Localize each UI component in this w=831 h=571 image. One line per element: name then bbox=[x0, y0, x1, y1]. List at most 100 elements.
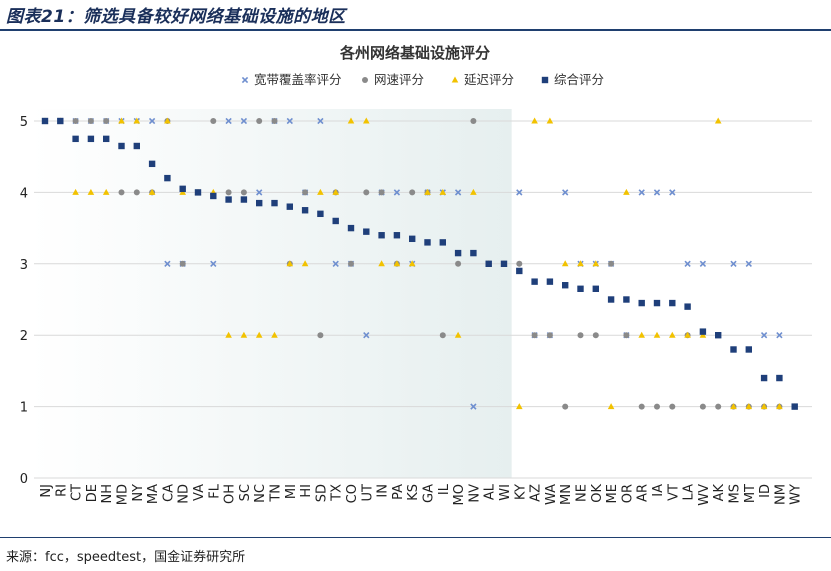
latency-point bbox=[118, 117, 125, 124]
y-tick-label: 1 bbox=[20, 401, 28, 416]
overall-point bbox=[363, 228, 370, 235]
latency-point bbox=[714, 117, 722, 124]
coverage-point bbox=[745, 260, 752, 267]
speed-point bbox=[118, 189, 125, 196]
latency-point bbox=[623, 188, 630, 195]
speed-point bbox=[256, 118, 263, 124]
x-tick-label: HI bbox=[299, 484, 314, 498]
coverage-point-stroke bbox=[256, 189, 263, 196]
speed-point bbox=[562, 403, 569, 410]
coverage-point-stroke bbox=[776, 332, 783, 339]
x-tick-label: MI bbox=[284, 484, 299, 499]
overall-point bbox=[485, 260, 492, 267]
overall-point bbox=[103, 135, 110, 143]
x-tick-label: IA bbox=[651, 484, 666, 497]
coverage-point bbox=[332, 260, 339, 267]
speed-point bbox=[455, 260, 462, 267]
speed-point bbox=[546, 332, 553, 339]
coverage-point bbox=[760, 332, 768, 339]
speed-point bbox=[577, 332, 584, 339]
latency-point bbox=[240, 331, 248, 338]
latency-point bbox=[424, 188, 431, 195]
latency-point bbox=[347, 117, 355, 124]
speed-point bbox=[378, 189, 385, 196]
speed-point bbox=[669, 403, 676, 410]
x-tick-label: NH bbox=[100, 484, 115, 504]
coverage-point bbox=[240, 117, 248, 125]
x-tick-label: TX bbox=[330, 484, 345, 502]
latency-point bbox=[164, 117, 171, 124]
speed-point bbox=[133, 189, 140, 196]
overall-point bbox=[271, 199, 278, 207]
speed-point bbox=[363, 189, 370, 196]
x-tick-label: FL bbox=[207, 483, 222, 498]
coverage-legend-marker bbox=[241, 76, 249, 84]
x-tick-label: NJ bbox=[39, 484, 54, 498]
x-tick-label: DE bbox=[85, 484, 100, 502]
speed-point bbox=[715, 403, 722, 410]
overall-point bbox=[592, 285, 599, 292]
y-tick-label: 5 bbox=[20, 115, 28, 130]
chart: 各州网络基础设施评分 宽带覆盖率评分 网速评分 延迟评分 综合评分 0 1 2 3 4 5 NJ R… bbox=[20, 44, 812, 506]
overall-point bbox=[730, 346, 737, 353]
source-note: 来源：fcc，speedtest，国金证券研究所 bbox=[6, 550, 246, 565]
x-tick-label: RI bbox=[54, 484, 69, 497]
coverage-point-stroke bbox=[393, 189, 401, 196]
coverage-point bbox=[164, 260, 171, 267]
overall-point bbox=[210, 192, 217, 200]
x-tick-label: NV bbox=[467, 484, 482, 503]
x-tick-label: NC bbox=[253, 484, 268, 503]
coverage-legend-marker-stroke bbox=[241, 76, 249, 84]
overall-point bbox=[317, 210, 324, 218]
overall-point bbox=[133, 142, 140, 150]
coverage-point bbox=[470, 403, 477, 410]
x-tick-label: NE bbox=[575, 484, 590, 502]
overall-point bbox=[424, 239, 431, 246]
overall-point bbox=[72, 135, 79, 143]
speed-legend-label: 网速评分 bbox=[374, 72, 424, 87]
coverage-point bbox=[684, 260, 691, 267]
coverage-point-stroke bbox=[225, 117, 232, 125]
latency-point bbox=[102, 188, 110, 195]
speed-point bbox=[87, 118, 94, 124]
x-tick-label: WY bbox=[789, 484, 804, 505]
speed-point bbox=[317, 332, 324, 339]
overall-point bbox=[562, 282, 569, 289]
coverage-point-stroke bbox=[454, 189, 462, 196]
speed-point bbox=[608, 260, 615, 267]
y-tick-label: 0 bbox=[20, 472, 28, 487]
speed-point bbox=[348, 260, 354, 267]
latency-point bbox=[301, 260, 309, 267]
overall-point bbox=[87, 135, 95, 143]
latency-point bbox=[378, 260, 385, 267]
highlight-region bbox=[30, 109, 512, 478]
speed-point bbox=[623, 332, 630, 339]
overall-point bbox=[439, 239, 446, 246]
latency-point bbox=[317, 188, 324, 195]
x-tick-label: AR bbox=[636, 484, 651, 502]
coverage-point bbox=[210, 260, 217, 267]
overall-point bbox=[760, 374, 768, 382]
overall-point bbox=[454, 249, 462, 257]
latency-point bbox=[516, 403, 523, 410]
coverage-point bbox=[256, 189, 263, 196]
coverage-point bbox=[516, 189, 523, 196]
speed-point bbox=[654, 403, 660, 410]
x-tick-label: NY bbox=[131, 484, 146, 502]
y-tick-label: 2 bbox=[20, 329, 28, 344]
coverage-point-stroke bbox=[562, 189, 569, 196]
latency-point bbox=[607, 403, 615, 410]
speed-point bbox=[271, 118, 278, 124]
speed-point bbox=[302, 189, 309, 196]
plot-area: 0 1 2 3 4 5 NJ RI CT DE NH MD NY MA CA ND VA FL OH SC NC TN MI… bbox=[20, 109, 812, 506]
latency-point bbox=[531, 117, 538, 124]
speed-point bbox=[638, 403, 645, 410]
x-tick-label: CT bbox=[70, 484, 85, 501]
x-tick-label: VA bbox=[192, 484, 207, 501]
latency-point bbox=[669, 331, 676, 338]
speed-point bbox=[240, 189, 247, 196]
x-tick-label: MT bbox=[743, 484, 758, 503]
speed-point bbox=[210, 118, 217, 124]
x-tick-label: ID bbox=[758, 484, 773, 498]
x-tick-label: MD bbox=[116, 484, 131, 505]
